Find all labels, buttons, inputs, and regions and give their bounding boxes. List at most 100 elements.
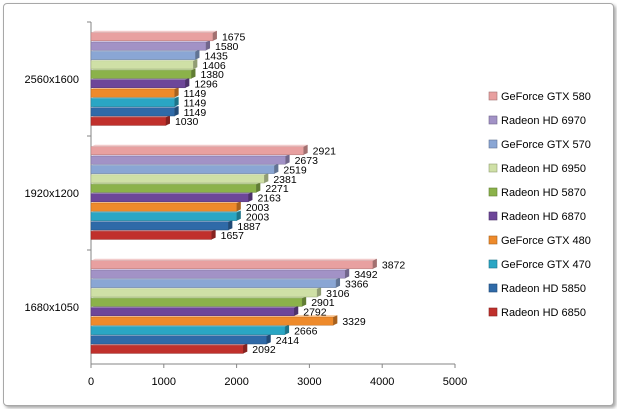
bar-end — [174, 96, 179, 107]
bar-end — [212, 30, 217, 41]
data-label: 1675 — [222, 32, 246, 44]
bar — [90, 191, 253, 203]
bar-front — [90, 116, 167, 126]
data-label: 2792 — [303, 307, 327, 319]
bar-front — [90, 193, 249, 203]
bar-end — [303, 144, 308, 155]
bar-end — [174, 106, 179, 116]
bar — [90, 163, 279, 174]
data-label: 3872 — [382, 260, 406, 272]
bar-end — [285, 324, 290, 335]
data-label: 2519 — [283, 164, 307, 176]
data-label: 2092 — [252, 344, 276, 356]
x-tick-label: 5000 — [443, 376, 467, 388]
bar-front — [90, 279, 337, 288]
bar-end — [302, 296, 307, 307]
bar-end — [345, 268, 350, 279]
bar-end — [185, 77, 190, 88]
bar-front — [90, 60, 194, 70]
bar-end — [243, 343, 248, 354]
data-label: 2673 — [295, 155, 319, 167]
legend-item: Radeon HD 5850 — [488, 283, 586, 295]
legend-label: GeForce GTX 580 — [501, 91, 591, 103]
bar-end — [174, 87, 179, 98]
data-label: 2003 — [246, 202, 270, 214]
bar — [90, 201, 241, 212]
bar — [90, 334, 271, 345]
bar-front — [90, 41, 207, 51]
bar — [90, 210, 241, 221]
bar — [90, 40, 211, 51]
data-label: 1435 — [204, 50, 228, 62]
bar — [90, 268, 350, 279]
data-label: 3106 — [326, 288, 350, 300]
bar-end — [206, 40, 211, 51]
legend-label: Radeon HD 6870 — [501, 211, 586, 223]
legend-label: GeForce GTX 480 — [501, 235, 591, 247]
data-label: 1887 — [237, 221, 261, 233]
x-tick-label: 4000 — [370, 376, 394, 388]
bar-front — [90, 98, 175, 107]
data-label: 1149 — [184, 88, 207, 100]
bar-top — [91, 30, 217, 33]
bar-end — [248, 191, 253, 202]
legend-label: Radeon HD 5850 — [501, 283, 586, 295]
legend-swatch — [488, 283, 498, 293]
bar-end — [236, 210, 241, 221]
category-label: 1920x1200 — [25, 188, 79, 200]
bar-front — [90, 88, 175, 98]
x-tick-label: 1000 — [152, 376, 176, 388]
data-label: 2901 — [311, 297, 335, 309]
data-label: 1380 — [200, 69, 224, 81]
bar — [90, 30, 217, 42]
legend-label: GeForce GTX 570 — [501, 139, 591, 151]
bar-end — [274, 163, 279, 174]
bar-end — [266, 334, 271, 344]
legend-swatch — [488, 163, 498, 173]
bar-front — [90, 230, 212, 240]
bar-front — [90, 183, 257, 193]
bar-end — [333, 315, 338, 326]
data-label: 3366 — [345, 278, 369, 290]
bar-top — [91, 258, 377, 261]
bar-front — [90, 155, 286, 165]
legend-label: Radeon HD 6950 — [501, 163, 586, 175]
bar-front — [90, 288, 318, 298]
bar-front — [90, 335, 267, 345]
bar-front — [90, 174, 265, 184]
bar — [90, 287, 322, 298]
bar-end — [236, 201, 241, 212]
bar-end — [195, 49, 200, 60]
data-label: 2414 — [276, 335, 300, 347]
data-label: 3329 — [342, 316, 366, 328]
data-label: 2381 — [273, 174, 297, 186]
bar — [90, 182, 261, 193]
bar — [90, 87, 179, 98]
data-label: 2163 — [257, 193, 281, 205]
legend-swatch — [488, 187, 498, 197]
bar-front — [90, 79, 186, 89]
bar — [90, 324, 290, 335]
bar-front — [90, 297, 303, 307]
legend-swatch — [488, 91, 498, 101]
legend-item: Radeon HD 5870 — [488, 187, 586, 199]
legend-item: GeForce GTX 580 — [488, 91, 591, 103]
bar-end — [228, 220, 233, 230]
legend-item: GeForce GTX 570 — [488, 139, 591, 151]
bar — [90, 296, 307, 307]
data-label: 1030 — [175, 116, 199, 128]
x-tick-label: 2000 — [224, 376, 248, 388]
bar-front — [90, 307, 295, 317]
x-tick-label: 3000 — [297, 376, 321, 388]
bar-end — [256, 182, 261, 193]
bar-front — [90, 260, 374, 270]
bar-front — [90, 107, 175, 117]
data-label: 1149 — [184, 107, 207, 119]
bar-front — [90, 51, 196, 60]
data-label: 1149 — [184, 97, 207, 109]
bar-end — [211, 229, 216, 240]
bar-front — [90, 221, 229, 231]
bar-end — [372, 258, 377, 269]
data-label: 2271 — [265, 183, 289, 195]
